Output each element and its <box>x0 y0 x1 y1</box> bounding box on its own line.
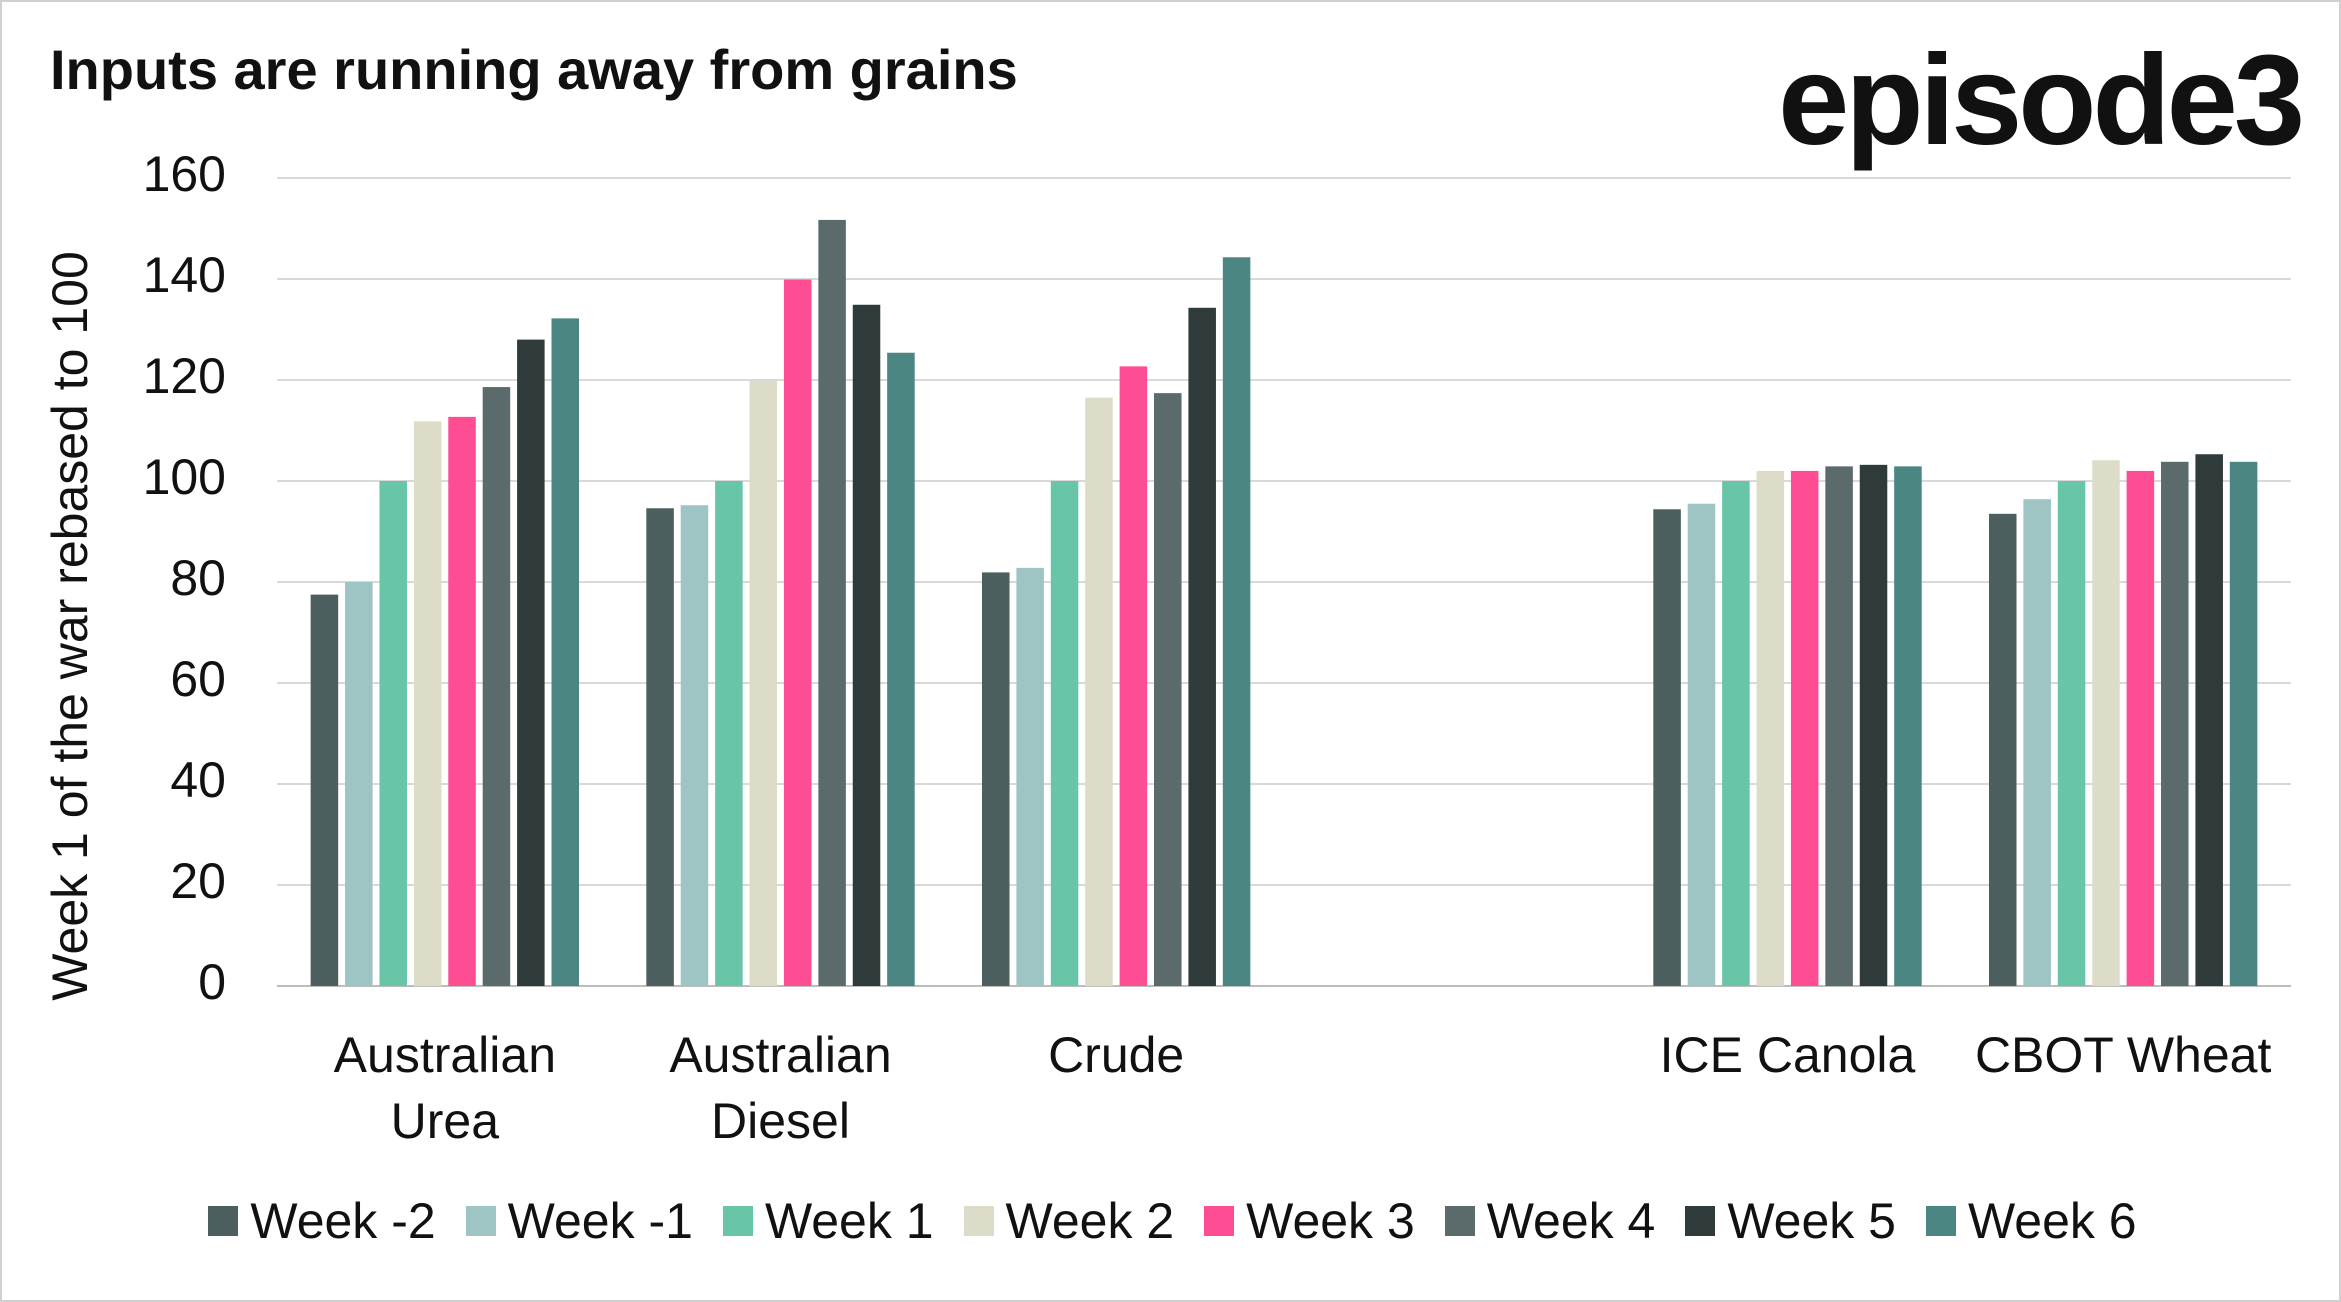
bar <box>749 381 778 986</box>
bar <box>1722 481 1750 986</box>
bar <box>1050 481 1079 986</box>
bar <box>551 318 580 986</box>
y-tick-label: 20 <box>170 853 226 909</box>
legend-item: Week 4 <box>1444 1192 1656 1250</box>
bar <box>2195 454 2223 986</box>
chart-title: Inputs are running away from grains <box>50 38 1018 101</box>
y-tick-label: 140 <box>143 247 226 303</box>
bar <box>1756 470 1785 986</box>
legend-label: Week 4 <box>1486 1193 1656 1249</box>
bar <box>680 505 709 986</box>
legend-label: Week -2 <box>250 1193 436 1249</box>
legend-swatch <box>1444 1206 1475 1236</box>
bar <box>379 481 407 986</box>
bar <box>517 339 545 987</box>
bar <box>1016 567 1044 986</box>
x-tick-label: ICE Canola <box>1659 1027 1916 1083</box>
bar <box>482 387 511 986</box>
legend: Week -2 Week -1 Week 1 Week 2 Week 3 Week 4 We… <box>2 1192 2339 1250</box>
legend-item: Week -2 <box>208 1192 436 1250</box>
bar <box>310 594 339 986</box>
x-tick-label: Australian Urea <box>333 1027 556 1149</box>
bar <box>887 352 915 987</box>
legend-swatch <box>1685 1206 1716 1236</box>
x-tick-label: CBOT Wheat <box>1974 1027 2272 1083</box>
bar <box>1687 503 1716 986</box>
bar <box>2229 461 2258 986</box>
bar <box>1154 393 1182 986</box>
bar <box>852 304 881 986</box>
legend-swatch <box>722 1206 753 1236</box>
bar <box>1085 397 1113 986</box>
bar <box>1119 366 1148 986</box>
bar <box>1653 509 1681 986</box>
x-tick-label: Australian Diesel <box>669 1027 892 1149</box>
y-tick-label: 80 <box>170 550 226 606</box>
legend-item: Week 3 <box>1204 1192 1415 1250</box>
legend-label: Week 1 <box>764 1193 934 1249</box>
logo: episode3 <box>1778 29 2301 172</box>
bar <box>2092 460 2120 986</box>
legend-label: Week 6 <box>1967 1193 2137 1249</box>
bar <box>1222 257 1251 986</box>
bar <box>2126 470 2155 986</box>
y-axis-label: Week 1 of the war rebased to 100 <box>42 251 98 1001</box>
y-tick-label: 0 <box>198 954 226 1010</box>
legend-swatch <box>1204 1206 1235 1236</box>
bar <box>981 572 1010 986</box>
legend-swatch <box>465 1206 496 1236</box>
bar <box>1988 513 2017 986</box>
legend-swatch <box>1925 1206 1956 1236</box>
legend-swatch <box>963 1206 994 1236</box>
legend-item: Week 6 <box>1925 1192 2137 1250</box>
bar <box>818 219 846 987</box>
bar <box>2161 461 2189 986</box>
bar <box>448 416 476 986</box>
bar <box>1825 466 1853 987</box>
y-tick-label: 100 <box>143 449 226 505</box>
bar <box>646 508 674 986</box>
x-tick-label: Crude <box>1048 1027 1185 1083</box>
bar <box>1859 464 1888 987</box>
bar <box>1894 466 1922 987</box>
legend-item: Week 2 <box>963 1192 1175 1250</box>
y-tick-label: 40 <box>170 752 226 808</box>
bar <box>345 582 373 986</box>
legend-label: Week 2 <box>1005 1193 1175 1249</box>
legend-label: Week 3 <box>1246 1193 1415 1249</box>
legend-item: Week 5 <box>1685 1192 1896 1250</box>
bar <box>413 421 442 986</box>
bar <box>2057 481 2086 986</box>
legend-swatch <box>208 1206 239 1236</box>
legend-item: Week 1 <box>722 1192 934 1250</box>
y-tick-label: 60 <box>170 651 226 707</box>
y-tick-label: 160 <box>143 146 226 202</box>
legend-label: Week 5 <box>1727 1193 1896 1249</box>
legend-item: Week -1 <box>465 1192 693 1250</box>
y-tick-label: 120 <box>143 348 226 404</box>
legend-label: Week -1 <box>507 1193 693 1249</box>
bar <box>1188 307 1216 986</box>
bar <box>783 279 812 986</box>
bar <box>715 481 743 986</box>
bar <box>1790 470 1819 986</box>
bar <box>2023 499 2051 986</box>
